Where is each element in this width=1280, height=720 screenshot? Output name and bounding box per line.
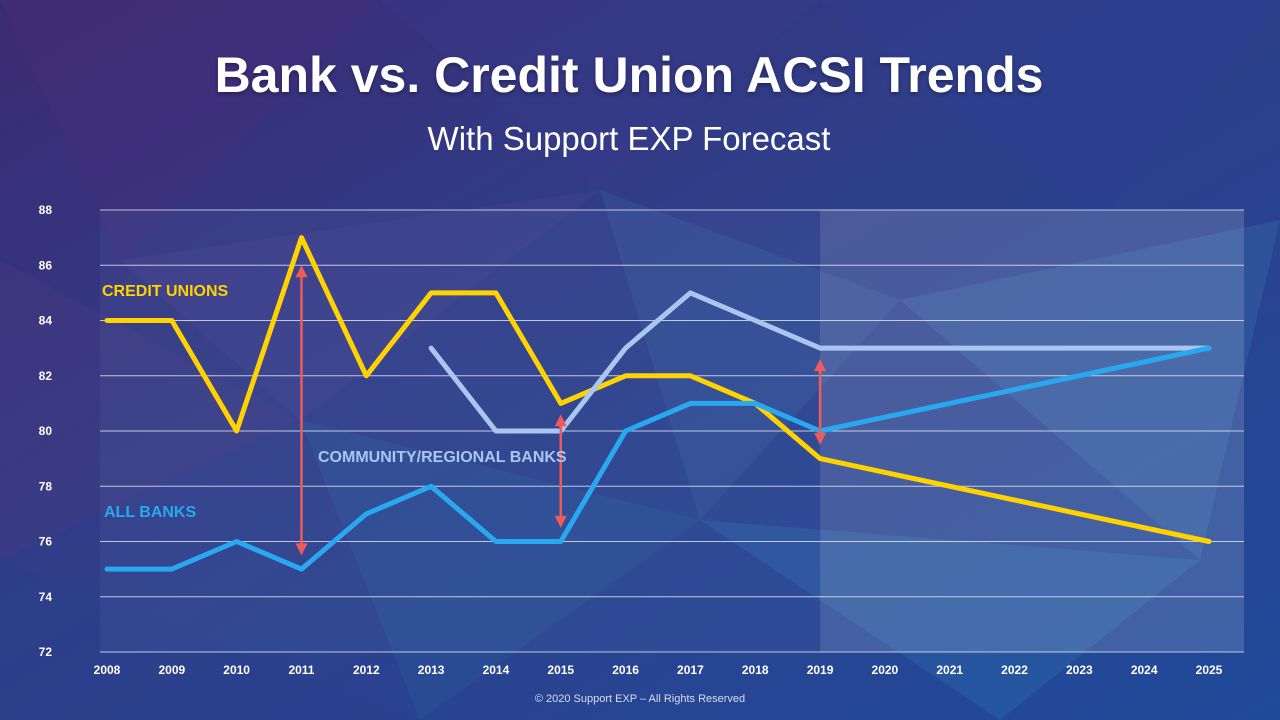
x-tick-label: 2018 bbox=[742, 663, 769, 677]
series-line-community-regional-banks bbox=[428, 290, 1212, 434]
y-tick-label: 80 bbox=[39, 424, 53, 438]
chart-subtitle: With Support EXP Forecast bbox=[427, 120, 831, 157]
x-tick-label: 2012 bbox=[353, 663, 380, 677]
y-tick-label: 74 bbox=[39, 590, 53, 604]
label-all-banks: ALL BANKS bbox=[104, 504, 196, 521]
label-credit-unions: CREDIT UNIONS bbox=[102, 283, 229, 300]
x-tick-label: 2013 bbox=[418, 663, 445, 677]
y-tick-label: 72 bbox=[39, 645, 53, 659]
label-community-regional-banks: COMMUNITY/REGIONAL BANKS bbox=[318, 449, 567, 466]
x-tick-label: 2021 bbox=[936, 663, 963, 677]
x-tick-label: 2019 bbox=[807, 663, 834, 677]
x-tick-label: 2015 bbox=[547, 663, 574, 677]
x-tick-label: 2016 bbox=[612, 663, 639, 677]
x-tick-label: 2010 bbox=[223, 663, 250, 677]
gap-arrow-2019 bbox=[814, 359, 827, 445]
x-tick-label: 2020 bbox=[872, 663, 899, 677]
gap-arrow-2011 bbox=[295, 265, 308, 556]
x-tick-label: 2022 bbox=[1001, 663, 1028, 677]
copyright-footer: © 2020 Support EXP – All Rights Reserved bbox=[534, 693, 746, 705]
y-tick-label: 86 bbox=[39, 258, 53, 272]
x-tick-label: 2025 bbox=[1196, 663, 1223, 677]
y-tick-label: 78 bbox=[39, 479, 53, 493]
y-tick-label: 84 bbox=[39, 314, 53, 328]
x-tick-label: 2024 bbox=[1131, 663, 1158, 677]
series-line-all-banks bbox=[104, 345, 1212, 572]
y-tick-label: 88 bbox=[39, 203, 53, 217]
chart-title: Bank vs. Credit Union ACSI Trends bbox=[214, 47, 1044, 103]
gap-arrow-2015 bbox=[554, 414, 567, 528]
y-tick-label: 82 bbox=[39, 369, 53, 383]
x-tick-label: 2011 bbox=[288, 663, 314, 677]
x-tick-label: 2014 bbox=[483, 663, 510, 677]
y-tick-label: 76 bbox=[39, 535, 53, 549]
x-tick-label: 2023 bbox=[1066, 663, 1093, 677]
x-tick-label: 2009 bbox=[158, 663, 185, 677]
x-tick-label: 2017 bbox=[677, 663, 704, 677]
x-tick-label: 2008 bbox=[94, 663, 121, 677]
